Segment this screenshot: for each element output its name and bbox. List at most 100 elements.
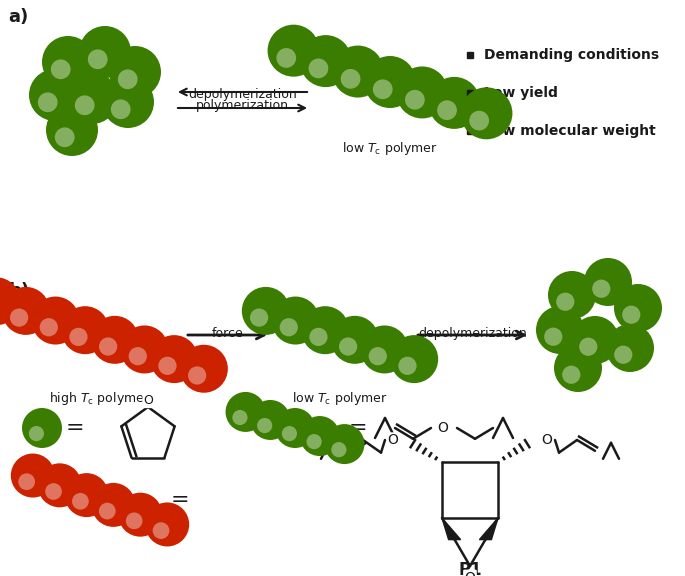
Text: =: = <box>171 490 189 510</box>
Circle shape <box>91 483 136 527</box>
Circle shape <box>188 366 206 385</box>
Circle shape <box>88 50 108 69</box>
Circle shape <box>282 426 297 441</box>
Circle shape <box>29 69 81 121</box>
Circle shape <box>390 335 438 383</box>
Circle shape <box>332 46 384 97</box>
Circle shape <box>364 56 416 108</box>
Circle shape <box>109 46 161 98</box>
Circle shape <box>437 100 457 120</box>
Circle shape <box>325 424 364 464</box>
Text: low $\mathit{T}_\mathrm{c}$ polymer: low $\mathit{T}_\mathrm{c}$ polymer <box>292 390 388 407</box>
Circle shape <box>622 306 640 324</box>
Circle shape <box>18 473 35 490</box>
Circle shape <box>548 271 596 319</box>
Circle shape <box>121 325 169 373</box>
Circle shape <box>99 338 117 355</box>
Circle shape <box>102 76 154 128</box>
Circle shape <box>614 346 632 364</box>
Circle shape <box>46 104 98 156</box>
Circle shape <box>75 96 95 115</box>
Circle shape <box>40 318 58 336</box>
Circle shape <box>310 328 327 346</box>
Circle shape <box>55 127 75 147</box>
Text: O: O <box>438 421 449 435</box>
Circle shape <box>469 111 489 131</box>
Circle shape <box>360 325 408 373</box>
Circle shape <box>460 88 512 139</box>
Circle shape <box>119 492 162 537</box>
Circle shape <box>99 503 116 520</box>
Text: O: O <box>464 571 475 576</box>
Circle shape <box>69 328 88 346</box>
Circle shape <box>592 279 610 298</box>
Text: depolymerization: depolymerization <box>418 327 527 340</box>
Text: Low yield: Low yield <box>484 86 558 100</box>
Circle shape <box>614 284 662 332</box>
Circle shape <box>150 335 198 383</box>
Circle shape <box>339 338 358 355</box>
Polygon shape <box>479 518 498 540</box>
Circle shape <box>42 36 94 88</box>
Text: Low molecular weight: Low molecular weight <box>484 124 656 138</box>
Text: O: O <box>143 395 153 407</box>
Circle shape <box>61 306 109 354</box>
Circle shape <box>51 59 71 79</box>
Circle shape <box>257 418 272 433</box>
Circle shape <box>571 316 619 364</box>
Circle shape <box>32 297 79 344</box>
Circle shape <box>279 318 298 336</box>
Text: O: O <box>388 433 399 447</box>
Circle shape <box>544 328 562 346</box>
Circle shape <box>126 513 142 529</box>
Circle shape <box>275 408 315 448</box>
Circle shape <box>2 287 50 335</box>
Circle shape <box>277 48 296 68</box>
Circle shape <box>232 410 247 425</box>
Circle shape <box>91 316 139 364</box>
Text: =: = <box>66 418 84 438</box>
Circle shape <box>373 79 393 99</box>
Circle shape <box>579 338 597 356</box>
Circle shape <box>606 324 654 372</box>
Circle shape <box>11 453 55 498</box>
Circle shape <box>153 522 169 539</box>
Circle shape <box>396 66 448 119</box>
Circle shape <box>554 344 602 392</box>
Circle shape <box>118 69 138 89</box>
Circle shape <box>556 293 575 311</box>
Circle shape <box>250 400 290 440</box>
Circle shape <box>22 408 62 448</box>
Circle shape <box>38 92 58 112</box>
Circle shape <box>79 26 131 78</box>
Text: polymerization: polymerization <box>196 99 289 112</box>
Text: high $\mathit{T}_\mathrm{c}$ polymer: high $\mathit{T}_\mathrm{c}$ polymer <box>49 390 151 407</box>
Circle shape <box>300 416 340 456</box>
Circle shape <box>10 309 28 327</box>
Text: O: O <box>542 433 552 447</box>
Circle shape <box>111 100 131 119</box>
Circle shape <box>301 306 349 354</box>
Text: Demanding conditions: Demanding conditions <box>484 48 659 62</box>
Circle shape <box>340 69 360 89</box>
Circle shape <box>584 258 632 306</box>
Circle shape <box>428 77 480 129</box>
Circle shape <box>145 502 189 547</box>
Circle shape <box>300 35 351 87</box>
Text: a): a) <box>8 8 28 26</box>
Circle shape <box>306 434 322 449</box>
Text: P1: P1 <box>458 561 482 576</box>
Circle shape <box>0 277 20 325</box>
Text: =: = <box>349 418 367 438</box>
Polygon shape <box>442 518 460 540</box>
Circle shape <box>72 493 89 510</box>
Circle shape <box>38 463 82 507</box>
Circle shape <box>250 309 269 327</box>
Circle shape <box>536 306 584 354</box>
Circle shape <box>225 392 266 432</box>
Circle shape <box>399 357 416 375</box>
Circle shape <box>331 316 379 364</box>
Circle shape <box>129 347 147 365</box>
Circle shape <box>332 442 347 457</box>
Circle shape <box>66 72 118 124</box>
